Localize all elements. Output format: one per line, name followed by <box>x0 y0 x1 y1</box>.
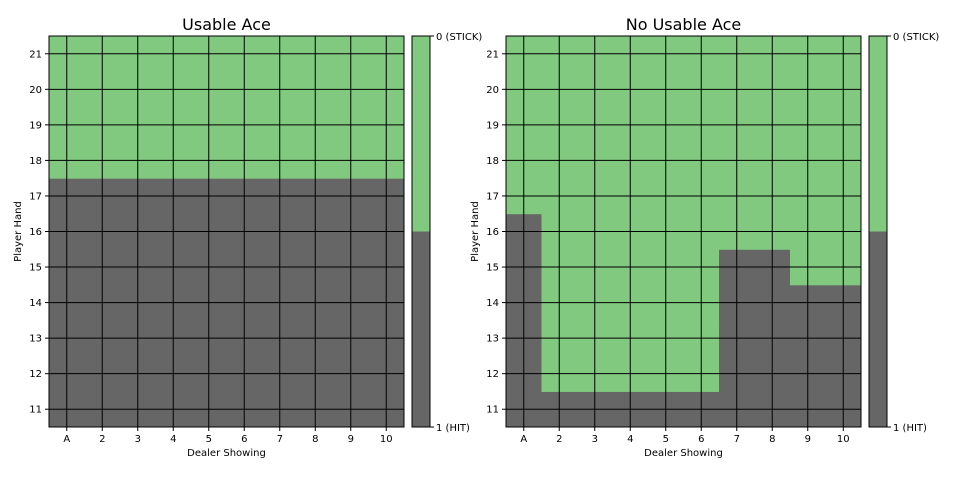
colorbar-hit-segment <box>412 231 430 427</box>
y-tick-label: 15 <box>486 263 499 274</box>
y-tick-labels: 11 12 13 14 15 16 17 18 19 20 21 <box>486 49 506 416</box>
y-tick-label: 19 <box>486 120 499 131</box>
y-tick-label: 16 <box>486 227 499 238</box>
colorbar-stick-segment <box>869 36 887 232</box>
colorbar <box>868 35 891 428</box>
colorbar-top-label: 0 (STICK) <box>436 32 482 43</box>
panel-no-usable-ace: No Usable Ace A 2 3 4 5 6 7 8 9 10 11 12 13 14 15 16 17… <box>470 15 939 459</box>
x-tick-label: 2 <box>99 434 105 445</box>
x-tick-label: 7 <box>277 434 283 445</box>
y-tick-label: 11 <box>29 405 42 416</box>
x-tick-label: A <box>520 434 527 445</box>
x-axis-label: Dealer Showing <box>644 448 723 459</box>
colorbar-bottom-label: 1 (HIT) <box>893 423 927 434</box>
x-tick-label: 6 <box>241 434 247 445</box>
colorbar-bottom-label: 1 (HIT) <box>436 423 470 434</box>
x-tick-label: 10 <box>837 434 850 445</box>
x-tick-labels: A 2 3 4 5 6 7 8 9 10 <box>63 427 393 445</box>
y-tick-label: 13 <box>29 334 42 345</box>
colorbar-top-label: 0 (STICK) <box>893 32 939 43</box>
colorbar-stick-segment <box>412 36 430 232</box>
x-tick-label: 2 <box>556 434 562 445</box>
y-tick-label: 20 <box>29 85 42 96</box>
y-tick-label: 17 <box>486 191 499 202</box>
heatmap-grid <box>505 35 862 428</box>
x-tick-label: 10 <box>380 434 393 445</box>
x-tick-label: 5 <box>663 434 669 445</box>
colorbar-hit-segment <box>869 231 887 427</box>
y-tick-label: 14 <box>486 298 499 309</box>
y-tick-label: 21 <box>486 49 499 60</box>
x-tick-label: 6 <box>698 434 704 445</box>
x-tick-label: A <box>63 434 70 445</box>
panel-usable-ace: Usable Ace A 2 3 4 5 6 7 8 9 10 11121314151617181… <box>13 15 482 459</box>
colorbar <box>411 35 434 428</box>
colorbar-frame <box>868 35 888 428</box>
x-tick-label: 4 <box>170 434 176 445</box>
y-tick-label: 21 <box>29 49 42 60</box>
colorbar-frame <box>411 35 431 428</box>
y-tick-label: 15 <box>29 263 42 274</box>
x-tick-label: 4 <box>627 434 633 445</box>
x-axis-label: Dealer Showing <box>187 448 266 459</box>
y-tick-label: 16 <box>29 227 42 238</box>
chart-title: No Usable Ace <box>626 15 742 34</box>
y-tick-label: 20 <box>486 85 499 96</box>
x-tick-label: 9 <box>348 434 354 445</box>
x-tick-label: 5 <box>206 434 212 445</box>
y-tick-label: 19 <box>29 120 42 131</box>
y-tick-label: 17 <box>29 191 42 202</box>
y-tick-labels: 11 12 13 14 15 16 17 18 19 20 21 <box>29 49 49 416</box>
y-tick-label: 13 <box>486 334 499 345</box>
y-tick-label: 12 <box>486 369 499 380</box>
x-tick-label: 9 <box>805 434 811 445</box>
x-tick-label: 3 <box>592 434 598 445</box>
y-axis-label: Player Hand <box>13 201 24 262</box>
x-tick-label: 8 <box>312 434 318 445</box>
y-tick-label: 18 <box>486 156 499 167</box>
y-axis-label: Player Hand <box>470 201 481 262</box>
y-tick-label: 14 <box>29 298 42 309</box>
x-tick-label: 7 <box>734 434 740 445</box>
y-tick-label: 18 <box>29 156 42 167</box>
y-tick-label: 11 <box>486 405 499 416</box>
y-tick-label: 12 <box>29 369 42 380</box>
x-tick-labels: A 2 3 4 5 6 7 8 9 10 <box>520 427 850 445</box>
chart-title: Usable Ace <box>182 15 271 34</box>
x-tick-label: 3 <box>135 434 141 445</box>
x-tick-label: 8 <box>769 434 775 445</box>
